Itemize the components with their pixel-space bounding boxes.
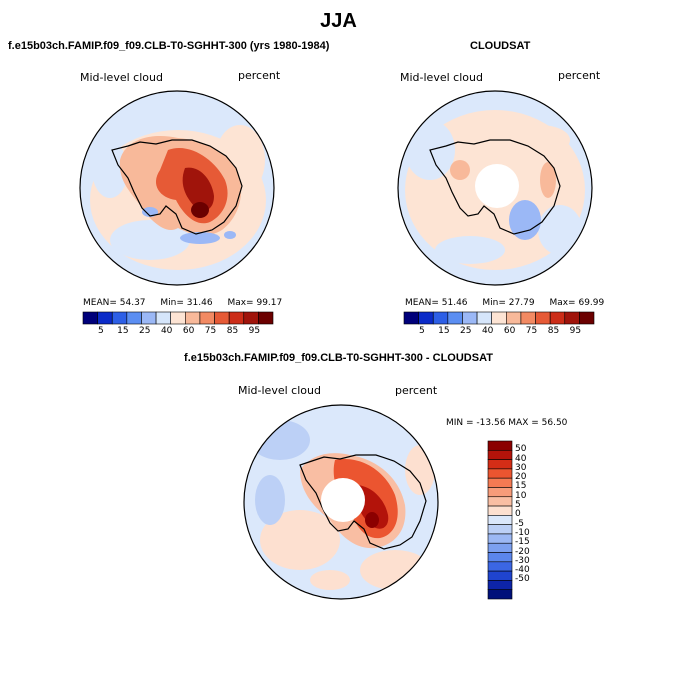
obs-units-label: percent bbox=[558, 69, 601, 82]
diff-colorbar-tick-label: -40 bbox=[515, 565, 530, 576]
diff-colorbar-swatch bbox=[487, 515, 513, 525]
model-min-value: 31.46 bbox=[186, 298, 213, 308]
diff-colorbar-tick-label: -30 bbox=[515, 555, 530, 566]
figure-title: JJA bbox=[320, 10, 357, 32]
diff-minmax: MIN = -13.56 MAX = 56.50 bbox=[446, 418, 568, 428]
diff-colorbar-tick-label: 0 bbox=[515, 509, 521, 520]
model-colorbar-tick-label: 95 bbox=[248, 326, 261, 336]
obs-mean-label: MEAN= bbox=[405, 298, 439, 308]
diff-colorbar-swatch bbox=[487, 440, 513, 451]
diff-colorbar-swatch bbox=[487, 459, 513, 470]
model-mean-label: MEAN= bbox=[83, 298, 117, 308]
model-max-value: 99.17 bbox=[256, 298, 283, 308]
obs-colorbar-tick-label: 75 bbox=[525, 326, 538, 336]
obs-mean-value: 51.46 bbox=[441, 298, 468, 308]
diff-panel-title: f.e15b03ch.FAMIP.f09_f09.CLB-T0-SGHHT-30… bbox=[184, 352, 493, 364]
diff-colorbar-tick-label: 10 bbox=[515, 490, 527, 501]
diff-colorbar-swatch bbox=[487, 552, 513, 563]
diff-variable-label: Mid-level cloud bbox=[238, 384, 321, 397]
model-colorbar-tick-label: 60 bbox=[182, 326, 195, 336]
model-colorbar bbox=[82, 311, 274, 325]
obs-colorbar-tick-label: 15 bbox=[438, 326, 450, 336]
diff-colorbar-swatch bbox=[487, 533, 513, 544]
diff-colorbar-tick-label: 40 bbox=[515, 453, 527, 464]
diff-colorbar-tick-label: -20 bbox=[515, 546, 530, 557]
obs-colorbar-tick-label: 85 bbox=[547, 326, 560, 336]
diff-colorbar-swatch bbox=[487, 570, 513, 581]
diff-colorbar-swatch bbox=[487, 468, 513, 479]
model-colorbar-tick-label: 25 bbox=[139, 326, 151, 336]
diff-colorbar-tick-label: -5 bbox=[515, 518, 524, 529]
diff-colorbar-swatch bbox=[487, 487, 513, 498]
diff-colorbar-swatch bbox=[487, 449, 513, 460]
obs-colorbar-swatch bbox=[579, 311, 595, 325]
model-colorbar-swatch bbox=[258, 311, 274, 325]
model-mean-value: 54.37 bbox=[119, 298, 146, 308]
obs-variable-label: Mid-level cloud bbox=[400, 71, 483, 84]
diff-colorbar bbox=[487, 440, 513, 600]
obs-max-label: Max= bbox=[549, 298, 576, 308]
obs-colorbar bbox=[403, 311, 595, 325]
diff-colorbar-tick-label: 20 bbox=[515, 472, 527, 483]
obs-colorbar-tick-label: 95 bbox=[569, 326, 582, 336]
diff-colorbar-tick-label: 5 bbox=[515, 500, 521, 511]
obs-min-value: 27.79 bbox=[508, 298, 535, 308]
obs-colorbar-tick-label: 40 bbox=[481, 326, 494, 336]
model-stats: MEAN= 54.37 Min= 31.46 Max= 99.17 bbox=[83, 298, 282, 308]
diff-colorbar-tick-label: -50 bbox=[515, 574, 530, 585]
diff-colorbar-tick-label: -15 bbox=[515, 537, 530, 548]
obs-colorbar-tick-label: 5 bbox=[419, 326, 425, 336]
model-min-label: Min= bbox=[160, 298, 184, 308]
model-variable-label: Mid-level cloud bbox=[80, 71, 163, 84]
diff-colorbar-swatch bbox=[487, 542, 513, 553]
model-max-label: Max= bbox=[227, 298, 254, 308]
diff-colorbar-swatch bbox=[487, 505, 513, 516]
model-colorbar-tick-label: 85 bbox=[226, 326, 239, 336]
model-colorbar-tick-label: 5 bbox=[98, 326, 104, 336]
model-units-label: percent bbox=[238, 69, 281, 82]
diff-units-label: percent bbox=[395, 384, 438, 397]
diff-colorbar-swatch bbox=[487, 524, 513, 535]
obs-colorbar-tick-label: 60 bbox=[503, 326, 516, 336]
obs-colorbar-tick-label: 25 bbox=[460, 326, 472, 336]
obs-stats: MEAN= 51.46 Min= 27.79 Max= 69.99 bbox=[405, 298, 604, 308]
model-panel-title: f.e15b03ch.FAMIP.f09_f09.CLB-T0-SGHHT-30… bbox=[8, 40, 330, 52]
diff-colorbar-swatch bbox=[487, 496, 513, 507]
obs-panel-title: CLOUDSAT bbox=[470, 40, 531, 52]
model-colorbar-tick-label: 75 bbox=[204, 326, 217, 336]
obs-max-value: 69.99 bbox=[578, 298, 605, 308]
model-colorbar-tick-label: 40 bbox=[160, 326, 173, 336]
diff-colorbar-swatch bbox=[487, 580, 513, 591]
diff-colorbar-tick-label: 30 bbox=[515, 462, 527, 473]
obs-min-label: Min= bbox=[482, 298, 506, 308]
diff-colorbar-tick-label: 50 bbox=[515, 444, 527, 455]
model-colorbar-tick-label: 15 bbox=[117, 326, 129, 336]
diff-colorbar-tick-label: 15 bbox=[515, 481, 527, 492]
diff-colorbar-swatch bbox=[487, 477, 513, 488]
diff-colorbar-tick-label: -10 bbox=[515, 527, 530, 538]
diff-colorbar-swatch bbox=[487, 589, 513, 600]
diff-colorbar-swatch bbox=[487, 561, 513, 572]
